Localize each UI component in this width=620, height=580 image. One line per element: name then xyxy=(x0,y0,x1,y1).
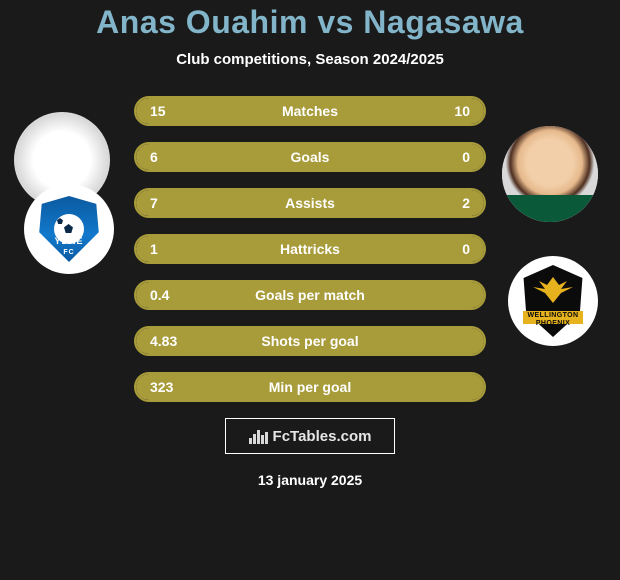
shield-icon: YDNE FC xyxy=(38,196,100,262)
stat-value-left: 7 xyxy=(136,195,186,211)
club-logo-right: WELLINGTON PHOENIX xyxy=(508,256,598,346)
club-right-band-bottom: PHOENIX xyxy=(536,320,570,327)
club-right-band-top: WELLINGTON xyxy=(528,312,579,319)
stat-value-left: 4.83 xyxy=(136,333,186,349)
phoenix-icon xyxy=(531,275,575,305)
stat-value-left: 1 xyxy=(136,241,186,257)
stat-label: Matches xyxy=(186,103,434,119)
stat-value-right: 2 xyxy=(434,195,484,211)
stat-label: Assists xyxy=(186,195,434,211)
stat-label: Goals per match xyxy=(186,287,434,303)
stats-list: 15Matches106Goals07Assists21Hattricks00.… xyxy=(134,96,486,402)
club-logo-left: YDNE FC xyxy=(24,184,114,274)
stat-value-right: 0 xyxy=(434,241,484,257)
club-left-subtext: FC xyxy=(63,249,74,256)
stat-value-left: 6 xyxy=(136,149,186,165)
stat-row: 1Hattricks0 xyxy=(134,234,486,264)
stat-label: Shots per goal xyxy=(186,333,434,349)
player-avatar-right xyxy=(502,126,598,222)
stat-label: Min per goal xyxy=(186,379,434,395)
stat-row: 4.83Shots per goal xyxy=(134,326,486,356)
stat-label: Hattricks xyxy=(186,241,434,257)
stat-row: 6Goals0 xyxy=(134,142,486,172)
stat-value-left: 15 xyxy=(136,103,186,119)
stat-value-left: 0.4 xyxy=(136,287,186,303)
bars-icon xyxy=(249,428,267,444)
stat-label: Goals xyxy=(186,149,434,165)
club-left-text: YDNE xyxy=(54,236,83,246)
stat-row: 0.4Goals per match xyxy=(134,280,486,310)
stat-value-right: 10 xyxy=(434,103,484,119)
footer-brand-logo: FcTables.com xyxy=(225,418,395,454)
page-title: Anas Ouahim vs Nagasawa xyxy=(0,4,620,41)
stat-value-left: 323 xyxy=(136,379,186,395)
date-text: 13 january 2025 xyxy=(0,472,620,488)
stat-row: 7Assists2 xyxy=(134,188,486,218)
footer-brand-text: FcTables.com xyxy=(273,428,372,445)
subtitle: Club competitions, Season 2024/2025 xyxy=(0,51,620,68)
stat-value-right: 0 xyxy=(434,149,484,165)
stat-row: 323Min per goal xyxy=(134,372,486,402)
stat-row: 15Matches10 xyxy=(134,96,486,126)
